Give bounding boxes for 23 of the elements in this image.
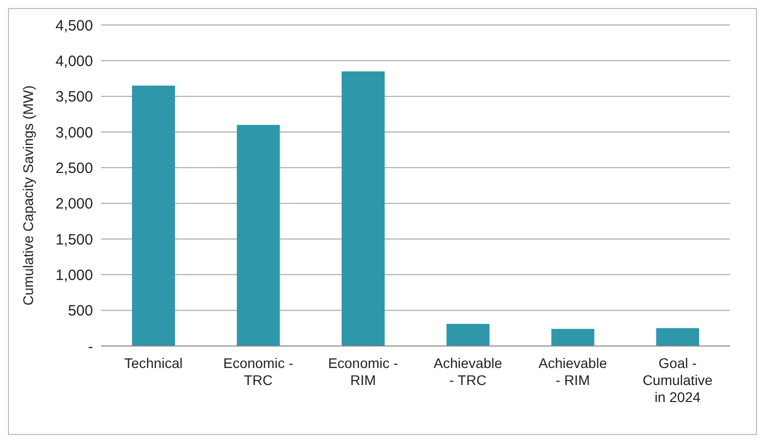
x-tick-label: Economic - TRC (223, 355, 294, 388)
y-tick-label: - (88, 338, 93, 356)
bar (342, 71, 385, 346)
y-tick-label: 1,500 (55, 231, 93, 248)
y-tick-label: 500 (68, 302, 93, 320)
bar (236, 124, 280, 346)
x-tick-label: Achievable - RIM (538, 355, 608, 388)
bar (656, 328, 700, 346)
y-tick-label: 2,500 (55, 160, 93, 177)
y-tick-label: 3,000 (55, 124, 93, 142)
bar (132, 86, 175, 346)
y-axis-title: Cumulative Capacity Savings (MW) (20, 85, 36, 306)
bar (446, 324, 490, 346)
x-tick-label: Achievable - TRC (434, 355, 502, 388)
x-tick-label: Economic - RIM (328, 355, 398, 388)
y-tick-label: 2,000 (55, 196, 93, 213)
y-tick-label: 3,500 (55, 88, 93, 106)
x-tick-label: Goal - Cumulative in 2024 (642, 355, 713, 405)
y-tick-label: 4,500 (55, 17, 93, 34)
bar (551, 328, 594, 346)
y-tick-label: 4,000 (55, 52, 93, 70)
x-tick-label: Technical (124, 355, 183, 371)
y-tick-label: 1,000 (55, 266, 93, 284)
